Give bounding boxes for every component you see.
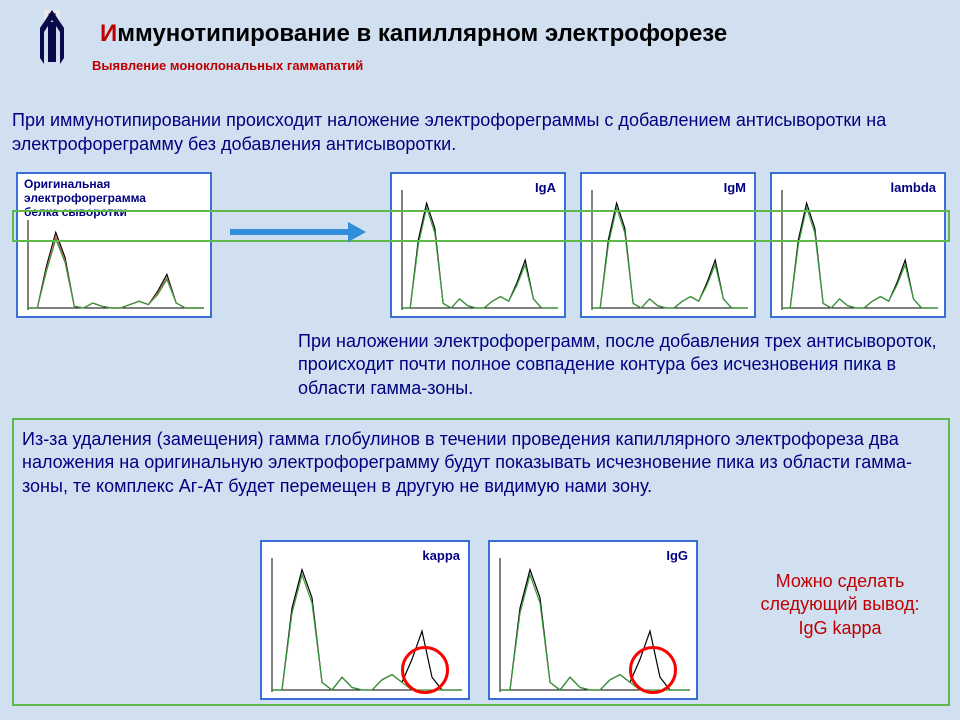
page-subtitle: Выявление моноклональных гаммапатий	[92, 58, 363, 73]
highlight-circle	[401, 646, 449, 694]
chart-svg	[582, 174, 754, 316]
logo-icon: IT	[30, 8, 74, 66]
title-rest: ммунотипирование в капиллярном электрофо…	[117, 20, 727, 47]
chart-panel: Оригинальнаяэлектрофореграммабелка сывор…	[16, 172, 212, 318]
conclusion-line-3: IgG kappa	[798, 618, 881, 638]
chart-svg	[392, 174, 564, 316]
page-title: Иммунотипирование в капиллярном электроф…	[100, 20, 727, 48]
highlight-circle	[629, 646, 677, 694]
paragraph-1: При иммунотипировании происходит наложен…	[12, 108, 932, 157]
green-band	[12, 210, 950, 242]
conclusion-line-1: Можно сделать	[776, 571, 905, 591]
chart-svg	[18, 174, 210, 316]
svg-text:IT: IT	[48, 12, 57, 22]
chart-panel: IgM	[580, 172, 756, 318]
conclusion-line-2: следующий вывод:	[760, 594, 919, 614]
paragraph-2: При наложении электрофореграмм, после до…	[298, 330, 948, 400]
title-red-letter: И	[100, 20, 117, 47]
paragraph-3: Из-за удаления (замещения) гамма глобули…	[22, 428, 937, 498]
chart-svg	[772, 174, 944, 316]
chart-panel: IgA	[390, 172, 566, 318]
conclusion-text: Можно сделать следующий вывод: IgG kappa	[740, 570, 940, 640]
arrow-icon	[230, 220, 370, 250]
chart-panel: lambda	[770, 172, 946, 318]
